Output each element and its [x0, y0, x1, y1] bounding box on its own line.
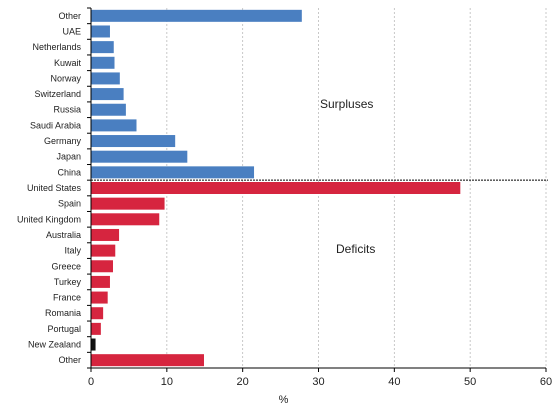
category-label: Spain	[58, 199, 81, 209]
x-tick-label: 40	[388, 376, 400, 388]
x-axis-title: %	[279, 394, 289, 406]
category-labels: Other UAE Netherlands Kuwait Norway Switzerla…	[17, 11, 82, 365]
bar-deficit	[91, 291, 108, 304]
category-label: France	[53, 293, 81, 303]
x-tick-label: 50	[464, 376, 476, 388]
category-label: Kuwait	[54, 58, 82, 68]
category-label: Other	[58, 355, 81, 365]
bar-deficit	[91, 307, 104, 320]
bar-surplus	[91, 25, 110, 38]
category-label: United States	[27, 183, 82, 193]
x-tick-label: 30	[312, 376, 324, 388]
annotation-deficits: Deficits	[336, 242, 375, 256]
category-label: Turkey	[54, 277, 82, 287]
bar-deficit	[91, 197, 165, 210]
x-axis-ticks: 0 10 20 30 40 50 60	[88, 368, 552, 388]
category-label: China	[57, 167, 81, 177]
annotation-surpluses: Surpluses	[320, 97, 373, 111]
category-label: Portugal	[47, 324, 81, 334]
bar-surplus	[91, 9, 302, 22]
x-tick-label: 0	[88, 376, 94, 388]
category-label: Russia	[53, 105, 81, 115]
bar-deficit	[91, 275, 110, 288]
bars	[91, 9, 461, 367]
category-label: United Kingdom	[17, 214, 81, 224]
x-tick-label: 10	[161, 376, 173, 388]
category-label: Germany	[44, 136, 82, 146]
bar-deficit	[91, 213, 160, 226]
category-label: New Zealand	[28, 340, 81, 350]
bar-surplus	[91, 119, 137, 132]
category-label: Norway	[50, 73, 81, 83]
bar-surplus	[91, 135, 176, 148]
category-label: UAE	[62, 26, 81, 36]
bar-surplus	[91, 103, 126, 116]
category-label: Saudi Arabia	[30, 120, 81, 130]
bar-deficit	[91, 228, 120, 241]
category-label: Australia	[46, 230, 81, 240]
bar-surplus	[91, 150, 188, 163]
bar-deficit	[91, 244, 116, 257]
category-label: Italy	[64, 246, 81, 256]
bar-deficit	[91, 260, 113, 273]
category-label: Romania	[45, 308, 81, 318]
x-tick-label: 20	[237, 376, 249, 388]
bar-deficit	[91, 338, 96, 351]
x-tick-label: 60	[540, 376, 552, 388]
bar-surplus	[91, 56, 115, 69]
category-label: Other	[58, 11, 81, 21]
category-label: Greece	[51, 261, 81, 271]
bar-deficit	[91, 322, 101, 335]
bar-deficit	[91, 354, 204, 367]
category-label: Japan	[56, 152, 81, 162]
bar-surplus	[91, 88, 124, 101]
bar-surplus	[91, 41, 114, 54]
gridlines	[87, 7, 547, 369]
category-label: Netherlands	[32, 42, 81, 52]
bar-deficit	[91, 182, 461, 194]
bar-surplus	[91, 72, 120, 85]
category-label: Switzerland	[34, 89, 81, 99]
bar-surplus	[91, 166, 255, 179]
